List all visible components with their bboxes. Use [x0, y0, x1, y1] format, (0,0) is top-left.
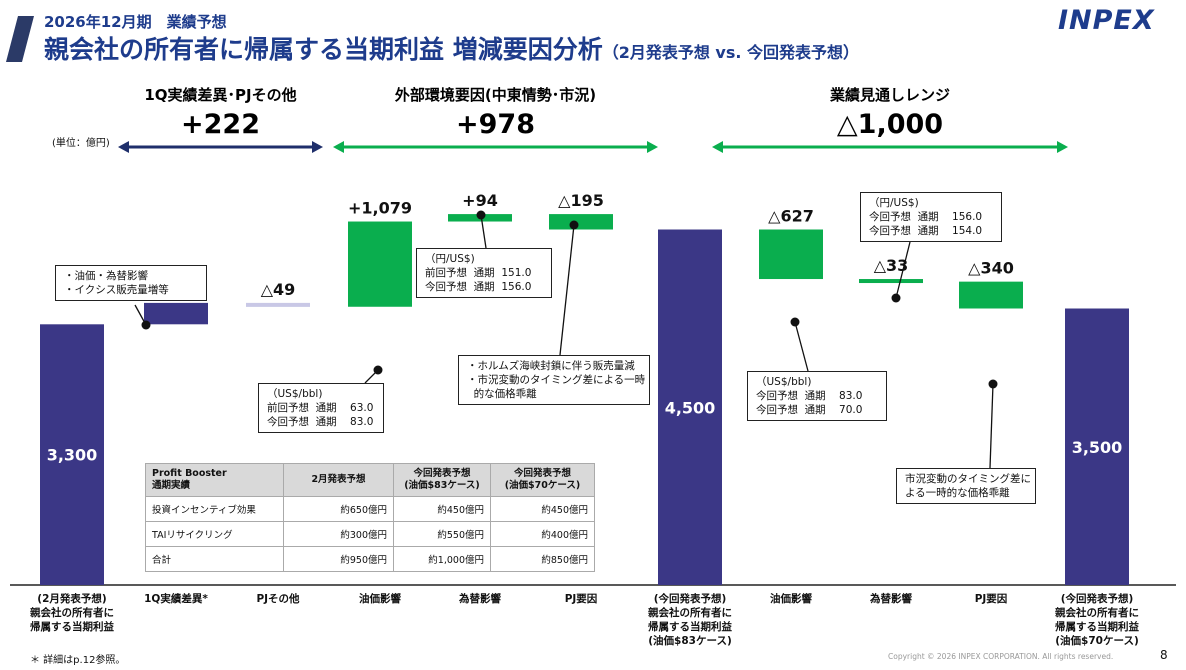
group-value: +222 — [181, 109, 260, 140]
callout: 市況変動のタイミング差に よる一時的な価格乖離 — [896, 468, 1036, 504]
title: 親会社の所有者に帰属する当期利益 増減要因分析（2月発表予想 vs. 今回発表予… — [44, 30, 859, 66]
x-tick-label: 為替影響 — [459, 593, 501, 605]
leader-line — [989, 383, 994, 469]
group-value: +978 — [456, 109, 535, 140]
table-row: 合計 約950億円 約1,000億円 約850億円 — [145, 546, 595, 572]
leader-dot — [373, 365, 383, 375]
arrow-head — [118, 141, 129, 153]
page-number: 8 — [1160, 648, 1168, 662]
table-cell: 約300億円 — [283, 521, 394, 547]
profit-table: Profit Booster 通期実績 2月発表予想 今回発表予想 (油価$83… — [145, 463, 595, 572]
value-label: +94 — [462, 191, 498, 210]
bar — [959, 281, 1023, 309]
bar — [348, 221, 412, 307]
table-cell: 約450億円 — [393, 496, 491, 522]
callout: （US$/bbl) 前回予想 通期 63.0 今回予想 通期 83.0 — [258, 383, 384, 433]
table-head: Profit Booster 通期実績 — [145, 463, 284, 497]
bar — [144, 302, 208, 325]
value-label: △195 — [558, 191, 604, 210]
unit: (単位：億円) — [52, 138, 110, 149]
table-cell: 約400億円 — [490, 521, 595, 547]
leader-dot — [891, 293, 901, 303]
table-row: 投資インセンティブ効果 約650億円 約450億円 約450億円 — [145, 496, 595, 522]
arrow-head — [312, 141, 323, 153]
value-label: 3,300 — [47, 446, 98, 465]
bar — [658, 229, 722, 585]
x-tick-label: 油価影響 — [359, 593, 401, 605]
group-title: 業績見通しレンジ — [829, 86, 950, 104]
bar — [246, 302, 310, 307]
leader-dot — [790, 317, 800, 327]
table-head: 2月発表予想 — [283, 463, 394, 497]
bar — [1065, 308, 1129, 585]
table-cell: 約650億円 — [283, 496, 394, 522]
callout: （US$/bbl) 今回予想 通期 83.0 今回予想 通期 70.0 — [747, 371, 887, 421]
table-cell: 約950億円 — [283, 546, 394, 572]
arrow-head — [1057, 141, 1068, 153]
leader-line — [559, 224, 575, 356]
leader-line — [480, 214, 487, 249]
value-label: △627 — [768, 207, 814, 226]
bar — [859, 279, 923, 284]
footnote: ＊ 詳細はp.12参照。 — [30, 655, 126, 666]
table-row: TAIリサイクリング 約300億円 約550億円 約400億円 — [145, 521, 595, 547]
table-cell: 約850億円 — [490, 546, 595, 572]
bar — [40, 324, 104, 585]
group-value: △1,000 — [837, 109, 943, 140]
value-label: +1,079 — [348, 199, 412, 218]
header-icon — [6, 16, 34, 62]
x-tick-label: PJ要因 — [974, 593, 1008, 605]
table-cell: 合計 — [145, 546, 284, 572]
copyright: Copyright © 2026 INPEX CORPORATION. All … — [888, 652, 1114, 661]
table-cell: 約450億円 — [490, 496, 595, 522]
leader-dot — [476, 210, 486, 220]
value-label: △33 — [874, 256, 909, 275]
callout: （円/US$) 今回予想 通期 156.0 今回予想 通期 154.0 — [860, 192, 1002, 242]
x-tick-label: (2月発表予想) 親会社の所有者に 帰属する当期利益 — [30, 593, 114, 633]
table-cell: 約1,000億円 — [393, 546, 491, 572]
callout: ・ホルムズ海峡封鎖に伴う販売量減 ・市況変動のタイミング差による一時 的な価格乖… — [458, 355, 650, 405]
arrow-head — [333, 141, 344, 153]
leader-dot — [569, 220, 579, 230]
leader-dot — [141, 320, 151, 330]
logo: INPEX — [1058, 5, 1155, 36]
table-cell: TAIリサイクリング — [145, 521, 284, 547]
table-head: 今回発表予想 (油価$83ケース) — [393, 463, 491, 497]
table-cell: 投資インセンティブ効果 — [145, 496, 284, 522]
x-tick-label: PJ要因 — [564, 593, 598, 605]
x-tick-label: 為替影響 — [870, 593, 912, 605]
subtitle: （2月発表予想 vs. 今回発表予想） — [602, 43, 860, 62]
leader-dot — [988, 379, 998, 389]
title-text: 親会社の所有者に帰属する当期利益 増減要因分析 — [44, 35, 603, 64]
x-tick-label: 油価影響 — [770, 593, 812, 605]
value-label: △340 — [968, 259, 1014, 278]
value-label: 3,500 — [1072, 438, 1123, 457]
period: 2026年12月期 業績予想 — [44, 13, 227, 31]
callout: ・油価・為替影響 ・イクシス販売量増等 — [55, 265, 207, 301]
group-title: 1Q実績差異･PJその他 — [144, 86, 296, 104]
x-tick-label: PJその他 — [256, 593, 300, 605]
callout: （円/US$) 前回予想 通期 151.0 今回予想 通期 156.0 — [416, 248, 552, 298]
leader-line — [895, 241, 911, 299]
leader-line — [794, 321, 809, 372]
table-head: 今回発表予想 (油価$70ケース) — [490, 463, 595, 497]
bar — [549, 214, 613, 230]
arrow-head — [647, 141, 658, 153]
x-tick-label: (今回発表予想) 親会社の所有者に 帰属する当期利益 (油価$70ケース) — [1055, 593, 1139, 647]
value-label: 4,500 — [665, 398, 716, 417]
bar — [759, 229, 823, 280]
x-tick-label: (今回発表予想) 親会社の所有者に 帰属する当期利益 (油価$83ケース) — [648, 593, 732, 647]
arrow-head — [712, 141, 723, 153]
table-cell: 約550億円 — [393, 521, 491, 547]
group-title: 外部環境要因(中東情勢･市況) — [394, 86, 596, 104]
x-tick-label: 1Q実績差異* — [144, 593, 208, 605]
value-label: △49 — [261, 280, 296, 299]
table-header: Profit Booster 通期実績 2月発表予想 今回発表予想 (油価$83… — [145, 463, 595, 497]
